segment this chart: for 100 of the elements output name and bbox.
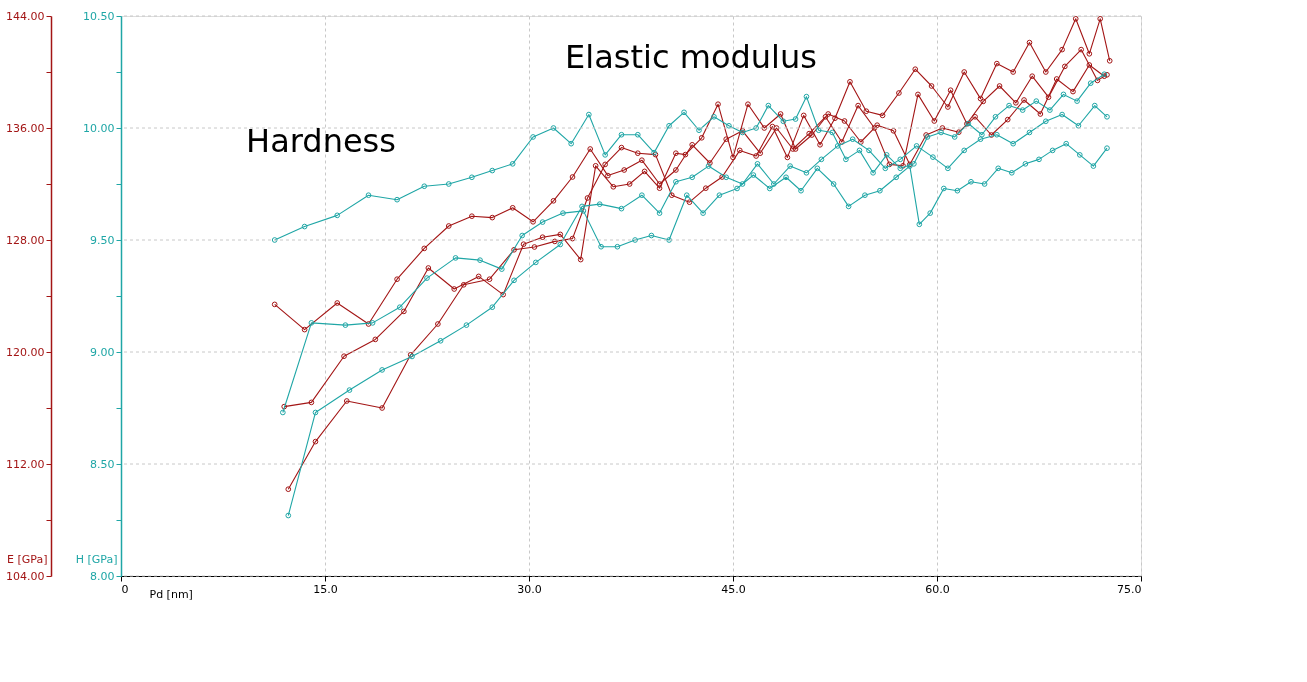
point [723,174,730,181]
point [550,125,557,131]
point [341,353,347,360]
point [639,157,645,164]
point [334,300,341,306]
point [890,127,897,134]
point [1070,88,1076,95]
point [365,192,372,199]
y-tick-label: 136.00 [6,121,45,135]
point [489,304,496,311]
annotation: Hardness [246,122,396,160]
point [1087,80,1094,87]
point [750,172,757,178]
point [841,118,848,124]
point [312,409,319,416]
point [698,134,705,141]
point [951,134,958,140]
point [931,118,938,124]
point [954,187,961,194]
point [1029,73,1036,80]
point [817,141,823,148]
point [896,90,902,96]
point [1010,69,1016,75]
point [519,232,526,239]
point [396,304,403,311]
point [673,178,679,185]
y2-axis-title: H [GPa] [75,552,118,566]
x-axis-title: Pd [nm] [149,587,193,601]
point [814,165,821,172]
point [757,150,764,157]
point [716,192,723,199]
point [1042,118,1049,125]
point [792,146,799,152]
point [500,291,507,298]
point [550,197,557,204]
point [666,122,672,129]
point [770,181,777,187]
point [1059,111,1065,118]
point [715,101,721,108]
point [584,195,591,201]
x-tick-label: 15.0 [313,582,338,596]
point [1090,163,1097,169]
point [1026,39,1033,46]
point [551,238,558,245]
point [437,337,444,344]
point [1008,169,1015,176]
point [539,234,546,241]
point [945,104,951,110]
point [477,257,483,263]
point [673,150,679,157]
point [992,113,999,120]
point [1086,50,1093,57]
point [1075,122,1082,129]
point [912,66,919,73]
point [858,139,864,145]
point [598,243,604,250]
point [711,113,717,120]
point [379,405,385,411]
point [369,320,376,326]
point [1059,46,1065,53]
point [1078,46,1084,53]
point [726,122,732,129]
point [509,161,516,167]
point [754,161,761,167]
point [580,208,587,214]
point [587,146,594,152]
point [577,256,584,263]
point [343,398,350,404]
point [870,169,876,176]
point [463,322,470,328]
point [1045,94,1052,101]
point [557,241,564,248]
point [928,83,935,89]
point [308,399,315,406]
point [1019,107,1026,113]
point [745,101,751,108]
point [682,151,689,158]
point [605,172,611,179]
point [815,127,822,134]
point [1063,140,1070,147]
point [475,273,482,280]
point [834,143,841,149]
point [1060,91,1067,98]
point [618,144,625,151]
point [792,116,799,122]
point [489,214,496,221]
point [830,181,837,187]
x-tick-label: 30.0 [517,582,542,596]
point [1042,69,1049,75]
point [372,336,379,343]
point [947,87,954,94]
point [800,112,807,119]
point [618,205,625,212]
y2-tick-label: 10.50 [83,9,115,23]
x-tick-label: 45.0 [721,582,746,596]
point [1062,63,1068,70]
point [394,196,400,203]
point [683,192,690,199]
point [1047,107,1053,113]
point [972,113,978,120]
